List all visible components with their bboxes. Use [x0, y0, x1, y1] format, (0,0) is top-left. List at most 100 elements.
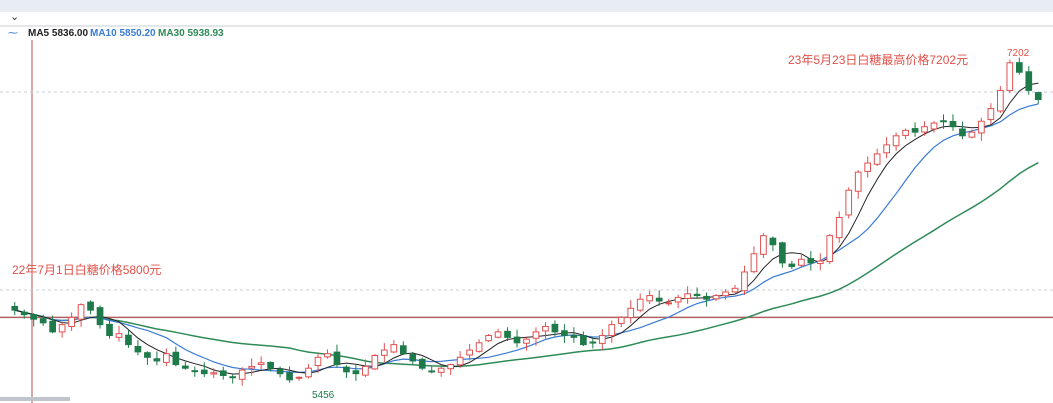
high-value-label: 7202: [1007, 48, 1030, 59]
candle-body: [87, 301, 94, 311]
candle-body: [238, 369, 246, 380]
candle-body: [750, 253, 758, 273]
candle-body: [409, 353, 417, 362]
candle-body: [608, 324, 616, 337]
candle-body: [864, 162, 872, 172]
ma10-line: [14, 103, 1039, 374]
candle-body: [418, 358, 426, 369]
candle-body: [257, 362, 265, 365]
candle-body: [542, 325, 549, 332]
candle-body: [949, 121, 957, 128]
candle-body: [295, 376, 303, 379]
candle-body: [134, 345, 142, 353]
candle-body: [399, 345, 407, 355]
candle-body: [96, 307, 104, 326]
candle-body: [561, 330, 568, 337]
candle-body: [968, 131, 976, 138]
candle-body: [437, 367, 445, 373]
candle-body: [532, 331, 540, 339]
candle-body: [343, 366, 350, 373]
ma10-label: MA10 5850.20: [90, 28, 156, 39]
candle-body: [305, 367, 312, 378]
candle-body: [49, 320, 56, 333]
candle-body: [485, 335, 492, 342]
candle-body: [181, 365, 189, 369]
collapse-chevron-icon[interactable]: ⌄: [10, 11, 19, 23]
candle-body: [684, 293, 691, 299]
ma5-label: MA5 5836.00: [28, 28, 88, 39]
candle-body: [665, 302, 672, 305]
candle-body: [153, 358, 161, 362]
candle-body: [191, 370, 199, 373]
candle-body: [902, 129, 909, 136]
candle-body: [1025, 71, 1033, 91]
candle-body: [115, 333, 123, 338]
candle-body: [286, 372, 293, 381]
candle-body: [276, 368, 284, 375]
candle-body: [722, 291, 729, 297]
candle-body: [873, 153, 881, 165]
candle-body: [703, 295, 710, 300]
candle-body: [589, 341, 597, 344]
candle-body: [58, 324, 66, 333]
candle-body: [523, 338, 530, 344]
candle-body: [570, 334, 578, 338]
indicator-icon: ⁓: [8, 28, 18, 39]
candle-body: [390, 344, 398, 353]
candle-body: [106, 323, 113, 337]
candle-body: [845, 189, 853, 216]
candle-body: [381, 349, 388, 356]
candle-body: [911, 128, 919, 133]
candle-body: [219, 370, 227, 376]
candle-body: [229, 376, 237, 379]
candle-body: [617, 316, 625, 324]
candle-body: [816, 260, 824, 265]
candle-body: [494, 331, 502, 338]
candle-body: [627, 307, 635, 319]
candle-body: [987, 108, 995, 121]
candle-body: [807, 258, 815, 264]
candle-body: [68, 316, 75, 327]
candle-body: [788, 263, 796, 268]
candle-body: [1006, 62, 1014, 91]
candle-body: [551, 323, 559, 333]
candle-body: [646, 295, 654, 302]
candle-body: [333, 351, 341, 366]
candle-body: [797, 258, 805, 266]
candle-body: [371, 355, 379, 370]
horizontal-scrollbar[interactable]: [0, 397, 70, 401]
low-value-label: 5456: [312, 390, 335, 401]
candle-body: [267, 361, 274, 369]
candle-body: [741, 271, 748, 292]
candle-body: [125, 334, 132, 346]
candle-body: [352, 370, 360, 375]
candle-body: [835, 217, 843, 239]
candle-body: [921, 126, 928, 133]
candle-body: [248, 365, 256, 369]
candle-body: [892, 135, 900, 147]
candle-body: [693, 293, 701, 297]
candle-body: [314, 356, 322, 367]
candle-body: [466, 349, 473, 356]
candle-body: [760, 235, 767, 255]
candle-body: [456, 356, 464, 366]
candle-body: [997, 89, 1004, 112]
ma5-line: [14, 82, 1039, 375]
candle-body: [930, 122, 938, 130]
ma-legend: ⁓ MA5 5836.00 MA10 5850.20 MA30 5938.93: [8, 28, 224, 39]
candle-body: [200, 369, 208, 375]
ma30-line: [14, 162, 1039, 368]
candle-body: [447, 364, 455, 370]
candle-body: [674, 296, 682, 303]
candle-body: [163, 353, 170, 363]
candle-body: [779, 242, 786, 264]
candle-body: [978, 120, 985, 134]
candle-body: [940, 120, 947, 123]
candle-body: [210, 372, 218, 375]
candle-body: [826, 235, 834, 263]
candle-body: [475, 342, 483, 352]
candle-body: [30, 314, 38, 320]
candles-group: [11, 57, 1042, 386]
